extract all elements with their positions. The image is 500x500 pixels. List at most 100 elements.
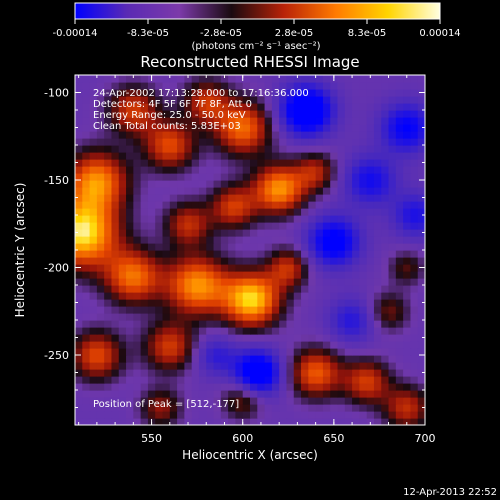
heatmap-cell xyxy=(359,369,368,377)
heatmap-cell xyxy=(308,327,317,335)
heatmap-cell xyxy=(293,411,302,419)
heatmap-cell xyxy=(184,334,193,342)
heatmap-cell xyxy=(147,369,156,377)
heatmap-cell xyxy=(366,82,375,90)
heatmap-cell xyxy=(257,201,266,209)
heatmap-cell xyxy=(162,313,171,321)
heatmap-cell xyxy=(308,215,317,223)
heatmap-cell xyxy=(352,355,360,363)
heatmap-cell xyxy=(308,138,317,146)
heatmap-cell xyxy=(359,327,368,335)
heatmap-cell xyxy=(330,138,339,146)
heatmap-cell xyxy=(228,348,237,356)
heatmap-cell xyxy=(184,110,193,118)
heatmap-cell xyxy=(198,208,207,216)
heatmap-cell xyxy=(140,264,149,272)
heatmap-cell xyxy=(206,96,215,104)
heatmap-cell xyxy=(293,404,302,412)
heatmap-cell xyxy=(242,376,251,384)
heatmap-cell xyxy=(133,222,142,230)
heatmap-cell xyxy=(286,348,295,356)
heatmap-cell xyxy=(359,299,368,307)
heatmap-cell xyxy=(403,96,412,104)
heatmap-cell xyxy=(337,117,346,125)
heatmap-cell xyxy=(308,299,317,307)
heatmap-cell xyxy=(337,306,346,314)
heatmap-cell xyxy=(257,278,266,286)
heatmap-cell xyxy=(198,229,207,237)
heatmap-cell xyxy=(147,96,156,104)
heatmap-cell xyxy=(155,173,164,181)
heatmap-cell xyxy=(89,418,98,425)
heatmap-cell xyxy=(337,320,346,328)
heatmap-cell xyxy=(242,418,251,425)
heatmap-cell xyxy=(206,362,215,370)
heatmap-cell xyxy=(140,159,149,167)
heatmap-cell xyxy=(264,418,273,425)
heatmap-cell xyxy=(322,152,331,160)
heatmap-cell xyxy=(373,250,382,258)
heatmap-cell xyxy=(228,362,237,370)
heatmap-cell xyxy=(111,138,120,146)
heatmap-cell xyxy=(96,285,105,293)
heatmap-cell xyxy=(322,306,331,314)
heatmap-cell xyxy=(111,397,120,405)
heatmap-cell xyxy=(366,117,375,125)
heatmap-cell xyxy=(104,320,113,328)
heatmap-cell xyxy=(177,397,185,405)
heatmap-cell xyxy=(293,292,302,300)
heatmap-cell xyxy=(271,313,280,321)
heatmap-cell xyxy=(169,271,178,279)
heatmap-cell xyxy=(315,362,324,370)
heatmap-cell xyxy=(228,82,237,90)
heatmap-cell xyxy=(271,348,280,356)
heatmap-cell xyxy=(169,243,178,251)
heatmap-cell xyxy=(410,257,419,265)
heatmap-cell xyxy=(242,215,251,223)
heatmap-cell xyxy=(344,96,353,104)
heatmap-cell xyxy=(242,383,251,391)
heatmap-cell xyxy=(96,404,105,412)
heatmap-cell xyxy=(96,411,105,419)
heatmap-cell xyxy=(359,397,368,405)
heatmap-cell xyxy=(417,201,425,209)
heatmap-cell xyxy=(162,348,171,356)
heatmap-cell xyxy=(235,327,244,335)
heatmap-cell xyxy=(286,215,295,223)
heatmap-cell xyxy=(337,103,346,111)
heatmap-cell xyxy=(279,264,288,272)
heatmap-cell xyxy=(235,236,244,244)
heatmap-cell xyxy=(133,327,142,335)
heatmap-cell xyxy=(271,229,280,237)
heatmap-cell xyxy=(410,222,419,230)
heatmap-cell xyxy=(257,264,266,272)
heatmap-cell xyxy=(308,89,317,97)
heatmap-cell xyxy=(191,152,200,160)
heatmap-cell xyxy=(381,173,390,181)
heatmap-cell xyxy=(235,243,244,251)
heatmap-cell xyxy=(147,278,156,286)
heatmap-cell xyxy=(271,222,280,230)
heatmap-cell xyxy=(126,124,134,132)
heatmap-cell xyxy=(373,397,382,405)
heatmap-cell xyxy=(308,208,317,216)
heatmap-cell xyxy=(366,397,375,405)
heatmap-cell xyxy=(111,236,120,244)
heatmap-cell xyxy=(352,124,360,132)
heatmap-cell xyxy=(126,194,134,202)
heatmap-cell xyxy=(155,418,164,425)
heatmap-cell xyxy=(118,166,127,174)
heatmap-cell xyxy=(417,285,425,293)
heatmap-cell xyxy=(322,390,331,398)
heatmap-cell xyxy=(293,117,302,125)
heatmap-cell xyxy=(344,369,353,377)
heatmap-cell xyxy=(359,159,368,167)
heatmap-cell xyxy=(133,131,142,139)
heatmap-cell xyxy=(337,82,346,90)
heatmap-cell xyxy=(75,362,83,370)
heatmap-cell xyxy=(206,194,215,202)
heatmap-cell xyxy=(118,362,127,370)
heatmap-cell xyxy=(395,89,404,97)
heatmap-cell xyxy=(337,390,346,398)
heatmap-cell xyxy=(337,194,346,202)
